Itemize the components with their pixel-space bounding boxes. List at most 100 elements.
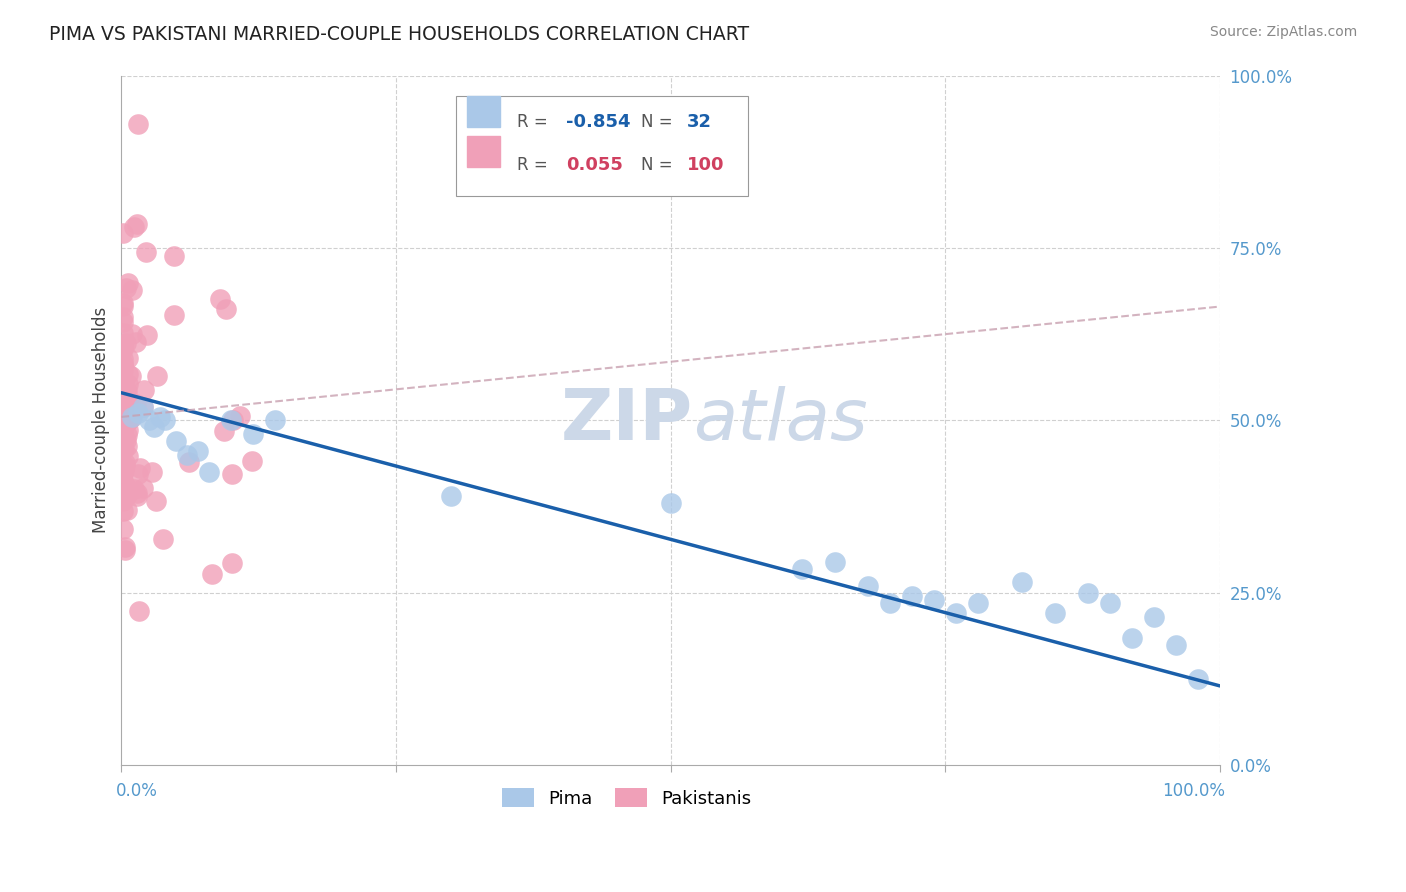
Point — [111, 340, 134, 354]
Point — [212, 424, 235, 438]
Point — [1164, 638, 1187, 652]
Point — [117, 423, 139, 437]
Point — [122, 220, 145, 235]
Point — [114, 433, 136, 447]
Text: 32: 32 — [688, 113, 711, 131]
Point — [132, 400, 155, 414]
Point — [114, 392, 136, 406]
Point — [945, 607, 967, 621]
Point — [118, 412, 141, 426]
Point — [111, 352, 134, 367]
Point — [111, 432, 134, 446]
Point — [125, 486, 148, 500]
Point — [155, 413, 177, 427]
Point — [118, 404, 141, 418]
Point — [163, 249, 186, 263]
Point — [114, 540, 136, 554]
Point — [120, 411, 142, 425]
Point — [208, 292, 231, 306]
Text: R =: R = — [517, 113, 547, 131]
Point — [115, 415, 138, 429]
Point — [824, 555, 846, 569]
Point — [1121, 631, 1143, 645]
Bar — [467, 96, 501, 128]
Point — [114, 392, 136, 406]
Point — [215, 302, 238, 317]
Point — [135, 245, 157, 260]
Point — [127, 407, 149, 421]
Point — [114, 385, 136, 400]
Point — [145, 494, 167, 508]
Point — [792, 561, 814, 575]
Point — [115, 503, 138, 517]
Text: 100: 100 — [688, 156, 724, 174]
Point — [922, 592, 945, 607]
Point — [242, 427, 264, 442]
Point — [115, 427, 138, 442]
Point — [163, 308, 186, 322]
Point — [1011, 575, 1033, 590]
Point — [127, 489, 149, 503]
Point — [111, 358, 134, 372]
Point — [125, 217, 148, 231]
Point — [127, 117, 149, 131]
Point — [138, 413, 160, 427]
Point — [132, 400, 155, 414]
Point — [112, 464, 135, 478]
Point — [115, 439, 138, 453]
Point — [111, 296, 134, 310]
Point — [221, 557, 243, 571]
Text: 0.0%: 0.0% — [115, 782, 157, 800]
Point — [187, 444, 209, 458]
Point — [149, 409, 172, 424]
Point — [111, 343, 134, 357]
Text: ZIP: ZIP — [561, 386, 693, 455]
Point — [111, 411, 134, 425]
Point — [111, 405, 134, 419]
Point — [117, 393, 139, 408]
Point — [111, 226, 134, 240]
Point — [114, 543, 136, 558]
Point — [858, 579, 880, 593]
Point — [117, 384, 139, 399]
Point — [114, 392, 136, 407]
Text: atlas: atlas — [693, 386, 868, 455]
Point — [114, 281, 136, 295]
Point — [112, 407, 135, 421]
Point — [112, 376, 135, 391]
Point — [114, 458, 136, 473]
Point — [240, 453, 263, 467]
Point — [114, 456, 136, 470]
Point — [114, 477, 136, 491]
Point — [111, 467, 134, 481]
Point — [967, 596, 990, 610]
Point — [111, 487, 134, 501]
Point — [117, 450, 139, 464]
Point — [112, 487, 135, 501]
Point — [118, 483, 141, 497]
Point — [264, 413, 287, 427]
Point — [122, 482, 145, 496]
Point — [121, 409, 143, 424]
Point — [128, 604, 150, 618]
Text: -0.854: -0.854 — [567, 113, 631, 131]
Point — [112, 426, 135, 441]
Point — [201, 566, 224, 581]
Point — [879, 596, 901, 610]
Point — [111, 310, 134, 324]
Y-axis label: Married-couple Households: Married-couple Households — [93, 307, 110, 533]
Point — [659, 496, 682, 510]
Point — [222, 413, 245, 427]
Point — [111, 357, 134, 371]
Point — [111, 522, 134, 536]
Point — [111, 384, 134, 399]
Point — [121, 283, 143, 297]
Point — [111, 425, 134, 439]
Point — [141, 465, 163, 479]
Text: 0.055: 0.055 — [567, 156, 623, 174]
Point — [176, 448, 198, 462]
Point — [111, 414, 134, 428]
Point — [111, 339, 134, 353]
Point — [117, 351, 139, 366]
Text: PIMA VS PAKISTANI MARRIED-COUPLE HOUSEHOLDS CORRELATION CHART: PIMA VS PAKISTANI MARRIED-COUPLE HOUSEHO… — [49, 25, 749, 44]
